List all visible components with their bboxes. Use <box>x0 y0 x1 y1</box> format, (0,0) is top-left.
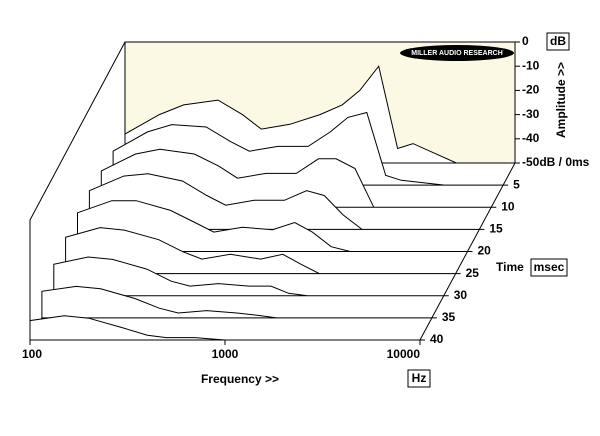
y-tick-label: -20 <box>522 83 540 97</box>
z-tick-label: 10 <box>501 199 515 213</box>
y-tick-label: 0 <box>522 34 529 48</box>
x-unit: Hz <box>412 371 427 385</box>
y-axis-label: Amplitude >> <box>554 62 568 138</box>
z-tick-label: 40 <box>430 332 444 346</box>
z-axis-label: Time <box>496 260 524 274</box>
x-tick-label: 100 <box>22 347 42 361</box>
unit-box <box>530 258 568 277</box>
z-tick-label: 5 <box>513 177 520 191</box>
z-tick-label: 15 <box>489 222 503 236</box>
z-tick-label: 25 <box>466 266 480 280</box>
x-tick-label: 1000 <box>212 347 239 361</box>
z-unit: msec <box>534 260 565 274</box>
y-tick-label: -30 <box>522 107 540 121</box>
x-axis-label: Frequency >> <box>201 372 279 386</box>
logo: MILLER AUDIO RESEARCH <box>400 45 514 61</box>
y-tick-label: -10 <box>522 58 540 72</box>
logo-text: MILLER AUDIO RESEARCH <box>411 50 503 57</box>
y-unit: dB <box>550 34 566 48</box>
unit-box <box>407 369 431 388</box>
y-tick-label: -50dB / 0ms <box>522 155 590 169</box>
z-tick-label: 20 <box>478 244 492 258</box>
z-tick-label: 30 <box>454 288 468 302</box>
decay-slice <box>29 315 420 341</box>
z-tick-label: 35 <box>442 310 456 324</box>
y-tick-label: -40 <box>522 131 540 145</box>
unit-box <box>546 32 570 51</box>
x-tick-label: 10000 <box>387 347 421 361</box>
